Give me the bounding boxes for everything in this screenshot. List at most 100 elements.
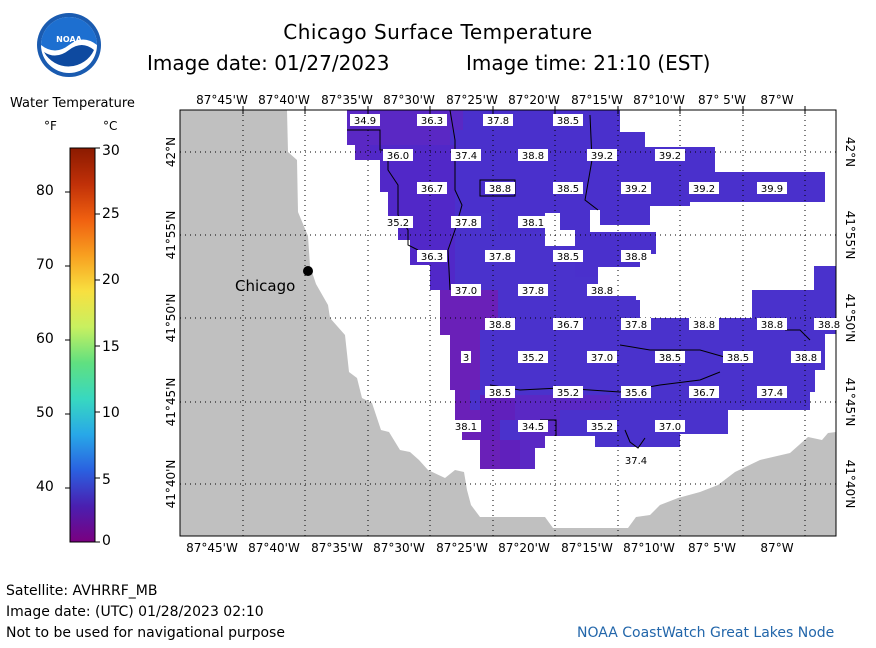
lon-label: 87°35'W xyxy=(311,541,363,555)
temperature-label: 36.3 xyxy=(417,250,447,263)
temperature-label-box xyxy=(587,420,617,432)
temperature-label-box xyxy=(655,420,685,432)
temperature-label: 35.2 xyxy=(383,216,413,229)
temperature-label-box xyxy=(621,182,651,194)
c-tick: 15 xyxy=(102,339,120,355)
temperature-label-box xyxy=(553,386,583,398)
lat-label: 41°45'N xyxy=(164,378,178,427)
temperature-label-box xyxy=(814,318,844,330)
temperature-value: 39.2 xyxy=(659,151,681,162)
temperature-label-box xyxy=(451,284,481,296)
temperature-label: 37.8 xyxy=(518,284,548,297)
f-tick: 50 xyxy=(36,405,54,421)
satellite-info: Satellite: AVHRRF_MB xyxy=(6,583,158,599)
temperature-label-box xyxy=(757,182,787,194)
temperature-label: 37.0 xyxy=(451,284,481,297)
temperature-label: 38.5 xyxy=(553,114,583,127)
lon-label: 87°25'W xyxy=(436,541,488,555)
temperature-value: 37.8 xyxy=(522,286,544,297)
lon-label: 87°W xyxy=(760,541,793,555)
lon-label: 87°45'W xyxy=(196,93,248,107)
unit-fahrenheit: °F xyxy=(44,119,57,133)
temperature-label-box xyxy=(587,351,617,363)
temperature-label: 35.2 xyxy=(587,420,617,433)
lon-label: 87°30'W xyxy=(383,93,435,107)
temperature-label: 38.8 xyxy=(814,318,844,331)
temperature-label: 38.5 xyxy=(553,182,583,195)
temperature-value: 37.4 xyxy=(625,456,647,467)
temperature-value: 35.2 xyxy=(591,422,613,433)
temperature-value: 38.8 xyxy=(489,320,511,331)
temperature-label-box xyxy=(518,351,548,363)
temperature-label-box xyxy=(485,318,515,330)
temperature-value: 36.0 xyxy=(387,151,409,162)
c-tick: 5 xyxy=(102,472,111,488)
temperature-label-box xyxy=(757,318,787,330)
lon-labels-bottom: 87°45'W 87°40'W 87°35'W 87°30'W 87°25'W … xyxy=(186,541,794,555)
c-tick: 25 xyxy=(102,206,120,222)
lat-label: 41°45'N xyxy=(843,378,857,427)
temperature-value: 38.5 xyxy=(557,252,579,263)
temperature-value: 34.5 xyxy=(522,422,544,433)
temperature-label: 36.7 xyxy=(689,386,719,399)
temperature-label: 39.2 xyxy=(689,182,719,195)
temperature-value: 37.0 xyxy=(659,422,681,433)
temperature-value: 3 xyxy=(463,353,469,364)
temperature-value: 38.5 xyxy=(489,388,511,399)
temperature-label-box xyxy=(483,114,513,126)
temperature-value: 38.1 xyxy=(455,422,477,433)
f-tick: 40 xyxy=(36,479,54,495)
temperature-value: 38.8 xyxy=(693,320,715,331)
temperature-label-box xyxy=(485,182,515,194)
temperature-label: 35.2 xyxy=(553,386,583,399)
temperature-label-box xyxy=(417,250,447,262)
temperature-label-box xyxy=(621,386,651,398)
lon-label: 87° 5'W xyxy=(698,93,746,107)
temperature-value: 36.3 xyxy=(421,116,443,127)
temperature-label-box xyxy=(518,149,548,161)
lat-label: 41°50'N xyxy=(164,294,178,343)
temperature-label: 38.8 xyxy=(791,351,821,364)
utc-date: Image date: (UTC) 01/28/2023 02:10 xyxy=(6,604,264,620)
temperature-label-box xyxy=(553,318,583,330)
city-marker-icon xyxy=(303,266,313,276)
isotherm-contours xyxy=(347,109,811,449)
temperature-label-box xyxy=(518,420,548,432)
lon-label: 87°W xyxy=(760,93,793,107)
temperature-label-box xyxy=(518,216,548,228)
temperature-value: 38.5 xyxy=(557,116,579,127)
temperature-value: 37.4 xyxy=(761,388,783,399)
temperature-label: 35.6 xyxy=(621,386,651,399)
temperature-value: 37.0 xyxy=(455,286,477,297)
temperature-value: 37.8 xyxy=(487,116,509,127)
temperature-label-box xyxy=(461,351,471,363)
temperature-label-box xyxy=(350,114,380,126)
temperature-label: 37.8 xyxy=(621,318,651,331)
temperature-label-box xyxy=(553,114,583,126)
noaa-logo-icon: NOAA xyxy=(37,13,101,77)
temperature-value: 38.8 xyxy=(489,184,511,195)
temperature-label-box xyxy=(553,182,583,194)
city-label: Chicago xyxy=(235,277,295,295)
temperature-value: 38.1 xyxy=(522,218,544,229)
temperature-label-box xyxy=(621,454,651,466)
temperature-label-box xyxy=(417,182,447,194)
temperature-value: 39.2 xyxy=(591,151,613,162)
temperature-label: 38.8 xyxy=(689,318,719,331)
temperature-value: 38.8 xyxy=(591,286,613,297)
temperature-label-box xyxy=(621,318,651,330)
temperature-value: 37.8 xyxy=(455,218,477,229)
temperature-value: 39.2 xyxy=(693,184,715,195)
temperature-value: 38.5 xyxy=(557,184,579,195)
temperature-value: 35.2 xyxy=(387,218,409,229)
c-tick: 30 xyxy=(102,143,120,159)
lat-label: 42°N xyxy=(164,137,178,167)
temperature-label: 34.9 xyxy=(350,114,380,127)
temperature-label-box xyxy=(587,149,617,161)
temperature-value: 36.7 xyxy=(693,388,715,399)
temperature-label: 38.5 xyxy=(485,386,515,399)
temperature-label-box xyxy=(451,149,481,161)
temperature-label-box xyxy=(485,386,515,398)
temperature-label: 36.7 xyxy=(417,182,447,195)
temperature-label-box xyxy=(553,250,583,262)
